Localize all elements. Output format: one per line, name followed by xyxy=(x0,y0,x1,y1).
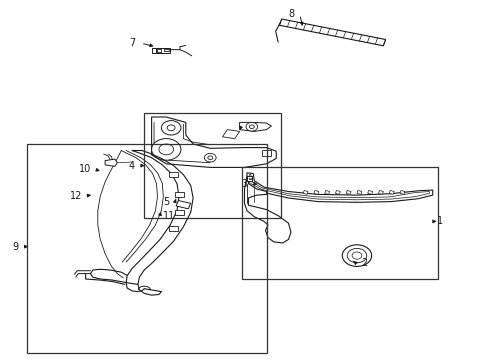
Circle shape xyxy=(204,153,216,162)
Circle shape xyxy=(151,139,181,160)
Polygon shape xyxy=(244,176,290,243)
Polygon shape xyxy=(157,49,161,52)
Polygon shape xyxy=(246,173,432,202)
Polygon shape xyxy=(324,190,329,194)
Polygon shape xyxy=(155,48,170,53)
Polygon shape xyxy=(246,176,252,181)
Text: 8: 8 xyxy=(287,9,293,19)
Polygon shape xyxy=(168,172,177,177)
Polygon shape xyxy=(378,190,383,194)
Polygon shape xyxy=(163,49,168,51)
Circle shape xyxy=(159,144,173,155)
Text: 1: 1 xyxy=(436,216,442,226)
Polygon shape xyxy=(239,122,271,131)
Text: 3: 3 xyxy=(241,179,247,189)
Text: 12: 12 xyxy=(69,191,82,201)
Polygon shape xyxy=(175,192,183,197)
Polygon shape xyxy=(303,190,307,194)
Polygon shape xyxy=(151,117,276,167)
Polygon shape xyxy=(249,175,428,200)
Polygon shape xyxy=(346,190,350,194)
Polygon shape xyxy=(105,159,117,166)
Polygon shape xyxy=(399,190,404,194)
Polygon shape xyxy=(279,19,385,46)
Text: 7: 7 xyxy=(129,38,135,48)
Bar xyxy=(144,113,281,218)
Circle shape xyxy=(351,252,361,259)
Polygon shape xyxy=(356,190,361,194)
Circle shape xyxy=(342,245,371,266)
Polygon shape xyxy=(313,190,318,194)
Polygon shape xyxy=(261,150,271,156)
Text: 6: 6 xyxy=(246,123,252,133)
Text: 4: 4 xyxy=(129,161,135,171)
Text: 5: 5 xyxy=(163,197,169,207)
Circle shape xyxy=(167,125,175,131)
Polygon shape xyxy=(335,190,340,194)
Bar xyxy=(27,144,266,353)
Polygon shape xyxy=(222,130,239,139)
Polygon shape xyxy=(176,201,190,209)
Polygon shape xyxy=(151,48,156,53)
Polygon shape xyxy=(249,178,251,179)
Circle shape xyxy=(346,248,366,263)
Polygon shape xyxy=(388,190,393,194)
Circle shape xyxy=(161,121,181,135)
Polygon shape xyxy=(175,210,183,215)
Circle shape xyxy=(245,122,257,131)
Circle shape xyxy=(207,156,212,159)
Polygon shape xyxy=(367,190,372,194)
Polygon shape xyxy=(168,226,177,231)
Text: 9: 9 xyxy=(13,242,19,252)
Text: 2: 2 xyxy=(361,258,366,268)
Bar xyxy=(242,167,437,279)
Text: 10: 10 xyxy=(79,164,92,174)
Text: 11: 11 xyxy=(162,211,175,221)
Circle shape xyxy=(249,125,254,129)
